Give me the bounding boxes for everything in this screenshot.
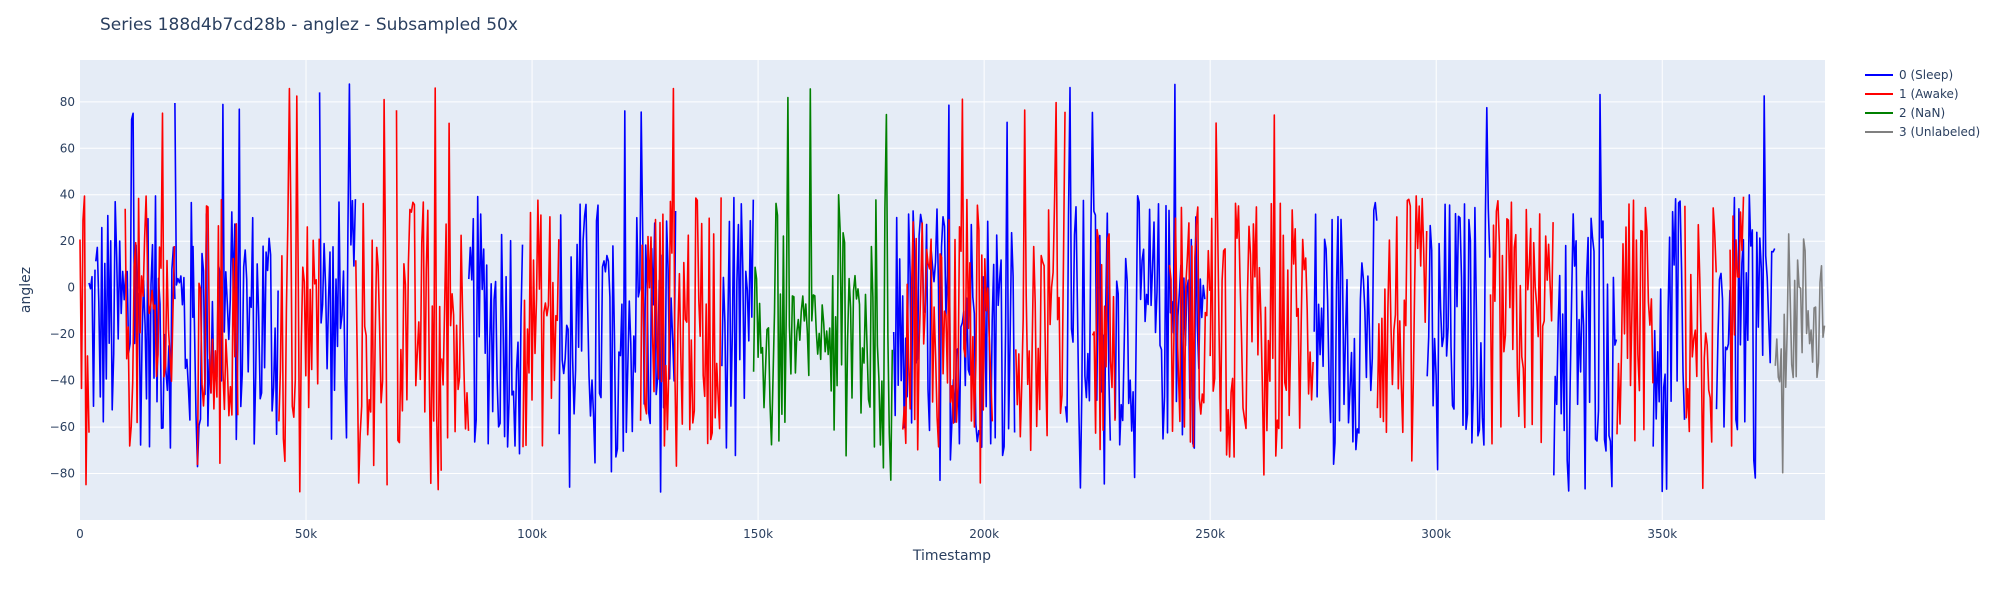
plot-area[interactable] (79, 60, 1826, 520)
x-axis-ticks: 0 50k 100k 150k 200k 250k 300k 350k (76, 527, 1677, 541)
series-line-1-segment (902, 98, 994, 484)
series-line-1-segment (1376, 195, 1428, 462)
series-line-1-segment (1684, 205, 1717, 490)
x-tick-label: 100k (517, 527, 547, 541)
x-tick-label: 300k (1421, 527, 1451, 541)
series-line-1-segment (196, 198, 239, 466)
series-line-0-segment (318, 83, 357, 440)
series-line-1-segment (355, 98, 388, 486)
y-tick-label: −20 (50, 327, 75, 341)
y-tick-label: 40 (60, 188, 75, 202)
x-tick-label: 200k (969, 527, 999, 541)
series-line-1-segment (124, 112, 176, 447)
legend-label: 1 (Awake) (1899, 87, 1959, 101)
x-tick-label: 150k (743, 527, 773, 541)
series-line-0-segment (174, 102, 194, 421)
legend-item[interactable]: 2 (NaN) (1865, 106, 1945, 120)
series-line-0-segment (721, 196, 755, 457)
y-axis-title: anglez (18, 267, 34, 313)
series-line-1-segment (1015, 101, 1066, 452)
series-line-0-segment (1553, 93, 1618, 492)
series-line-2-segment (752, 88, 894, 481)
legend-label: 3 (Unlabeled) (1899, 125, 1980, 139)
series-line-0-segment (468, 195, 524, 455)
x-tick-label: 50k (295, 527, 317, 541)
y-tick-label: −80 (50, 467, 75, 481)
series-line-1-segment (440, 122, 470, 439)
series-line-1-segment (522, 199, 560, 448)
series-line-0-segment (558, 110, 677, 493)
series-line-1-segment (1616, 199, 1654, 442)
series-line-0-segment (1715, 95, 1776, 479)
series-line-1-segment (1209, 114, 1314, 476)
series-line-1-segment (1729, 196, 1745, 447)
series-line-0-segment (1652, 198, 1686, 493)
series-line-1-segment (79, 195, 90, 486)
series-line-1-segment (1091, 228, 1116, 451)
series-line-1-segment (1489, 200, 1554, 445)
legend-item[interactable]: 0 (Sleep) (1865, 68, 1953, 82)
legend[interactable]: 0 (Sleep) 1 (Awake) 2 (NaN) 3 (Unlabeled) (1865, 68, 1980, 139)
chart-title: Series 188d4b7cd28b - anglez - Subsample… (100, 15, 518, 35)
x-tick-label: 250k (1195, 527, 1225, 541)
y-tick-label: 80 (60, 95, 75, 109)
x-tick-label: 350k (1647, 527, 1677, 541)
legend-label: 0 (Sleep) (1899, 68, 1953, 82)
y-axis-ticks: 80 60 40 20 0 −20 −40 −60 −80 (50, 95, 75, 481)
gridlines (80, 60, 1825, 520)
series-line-1-segment (395, 87, 442, 491)
series-line-0-segment (88, 269, 96, 408)
plot-background (80, 60, 1825, 520)
legend-label: 2 (NaN) (1899, 106, 1945, 120)
y-tick-label: −60 (50, 420, 75, 434)
y-tick-label: 20 (60, 234, 75, 248)
y-tick-label: 60 (60, 141, 75, 155)
x-axis-title: Timestamp (912, 548, 991, 564)
series-line-1-segment (639, 87, 722, 467)
series-line-0-segment (1426, 106, 1491, 471)
y-tick-label: 0 (67, 281, 75, 295)
series-line-1-segment (1168, 206, 1211, 448)
y-tick-label: −40 (50, 374, 75, 388)
series-line-3-segment (1774, 233, 1826, 474)
series-line-1-segment (278, 87, 320, 493)
series-lines (79, 83, 1826, 493)
legend-item[interactable]: 1 (Awake) (1865, 87, 1959, 101)
x-tick-label: 0 (76, 527, 84, 541)
series-line-0-segment (1313, 201, 1378, 466)
legend-item[interactable]: 3 (Unlabeled) (1865, 125, 1980, 139)
